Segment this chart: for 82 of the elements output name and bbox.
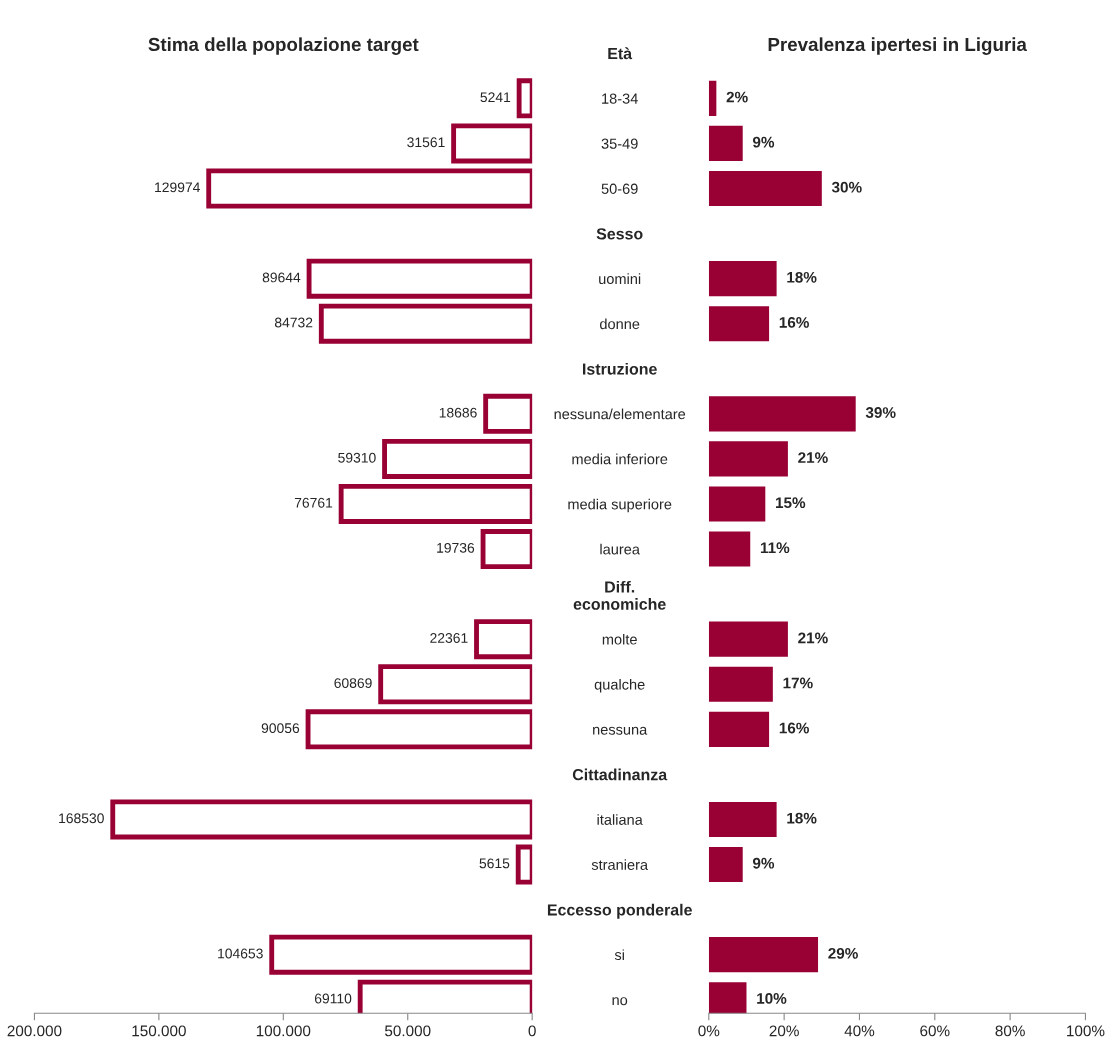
y-tick-label: media inferiore [572,453,668,465]
data-label: 30% [831,181,862,193]
x-tick-label: 80% [995,1025,1025,1037]
data-label: 18686 [439,407,477,418]
y-tick-label: 18-34 [602,93,638,104]
bar [708,711,770,747]
data-label: 31561 [407,137,445,148]
data-label: 21% [798,452,828,463]
x-tick-label: 200.000 [7,1025,62,1037]
data-label: 129974 [155,182,200,193]
y-tick-label: laurea [600,543,640,555]
bar [708,306,770,342]
bar [708,531,751,567]
bar [708,846,743,883]
bar [708,125,743,161]
y-tick-label: Eccesso ponderale [547,903,692,919]
y-tick-label: Istruzione [583,362,657,375]
x-tick-label: 100% [1067,1025,1105,1037]
bar [708,170,822,207]
x-tick-label: 0 [528,1025,536,1037]
data-label: 84732 [274,317,313,328]
y-tick-label: 35-49 [601,138,638,149]
data-label: 18% [787,271,817,283]
y-tick-label: nessuna [593,726,648,735]
x-tick-label: 100.000 [256,1025,311,1037]
data-label: 76761 [294,497,333,508]
data-label: 19736 [437,542,475,553]
x-tick-label: 60% [920,1025,950,1037]
x-tick-label: 150.000 [132,1025,186,1037]
y-tick-label: Sesso [596,228,643,240]
data-label: 11% [760,542,790,554]
data-label: 15% [776,497,806,509]
data-label: 60869 [334,678,372,688]
bar [708,486,766,522]
data-label: 16% [779,316,809,328]
x-tick-label: 20% [769,1025,799,1037]
y-tick-label: Cittadinanza [572,768,668,781]
chart-title: Prevalenza ipertesi in Liguria [768,37,1027,55]
data-label: 39% [865,407,896,418]
y-tick-label: italiana [597,814,643,825]
data-label: 17% [783,677,813,689]
y-tick-label: straniera [591,859,649,870]
x-tick-label: 0% [698,1025,720,1037]
y-tick-label: molte [602,633,637,645]
bar [708,261,777,297]
data-label: 168530 [59,813,104,824]
y-tick-label: nessuna/elementare [554,408,686,420]
y-tick-label: si [614,949,624,961]
y-tick-label: 50-69 [601,183,638,194]
data-label: 18% [787,812,817,824]
data-label: 5615 [479,858,510,869]
y-tick-label: qualche [594,678,645,693]
x-tick-label: 40% [844,1025,875,1037]
data-label: 9% [752,136,775,148]
data-label: 21% [798,632,828,644]
chart-title: Stima della popolazione target [148,37,419,55]
data-label: 89644 [262,272,301,283]
y-tick-label: media superiore [568,498,672,513]
data-label: 22361 [430,633,468,643]
bar [708,80,717,116]
y-tick-label: no [612,997,628,1006]
y-tick-label: uomini [599,273,641,285]
data-label: 69110 [314,993,352,1004]
data-label: 2% [726,91,748,103]
data-label: 59310 [338,452,376,463]
y-tick-label: donne [600,318,640,330]
data-label: 29% [828,947,858,959]
bar [708,441,788,477]
data-label: 104653 [218,948,263,959]
bar [708,396,856,432]
data-label: 90056 [261,723,300,734]
x-tick-label: 50.000 [384,1025,431,1037]
data-label: 9% [752,857,775,869]
data-label: 16% [779,722,809,734]
bar [708,621,788,657]
bar [708,666,773,702]
bar [708,801,777,838]
data-label: 10% [757,993,787,1004]
data-label: 5241 [480,92,511,103]
y-tick-label: Età [608,47,633,60]
y-tick-label: Diff. economiche [573,580,666,610]
bar [708,937,819,973]
